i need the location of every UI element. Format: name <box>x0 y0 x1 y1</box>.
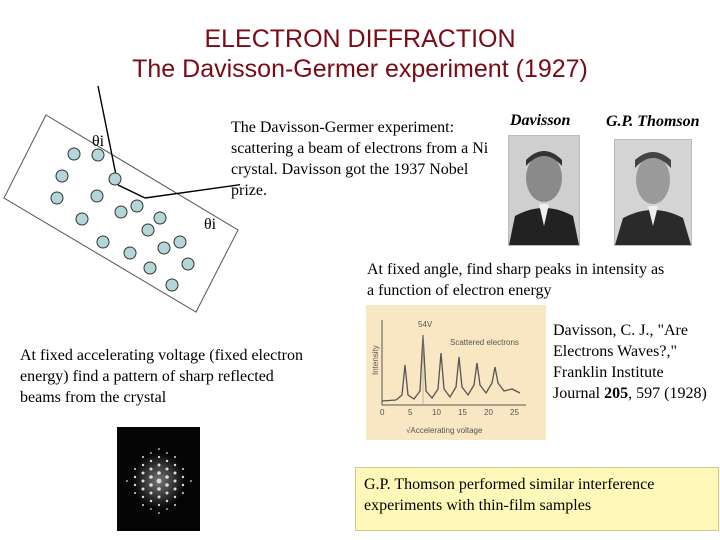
crystal-diagram <box>3 85 240 313</box>
graph-xlabel: √Accelerating voltage <box>406 426 483 435</box>
graph-annotation: 54V <box>418 320 433 329</box>
tick-label: 15 <box>458 408 467 417</box>
tick-label: 25 <box>510 408 519 417</box>
tick-label: 20 <box>484 408 493 417</box>
theta-reflected-label: θi <box>204 216 217 233</box>
intensity-graph: 54V Scattered electrons Intensity √Accel… <box>366 305 546 440</box>
davisson-photo <box>508 135 580 246</box>
reference-citation: Davisson, C. J., "Are Electrons Waves?,"… <box>553 320 713 404</box>
atom <box>165 278 179 292</box>
dg-description: The Davisson-Germer experiment: scatteri… <box>231 119 489 199</box>
tick-label: 5 <box>408 408 413 417</box>
reference-volume: 205 <box>604 385 629 402</box>
reference-authors: Davisson, C. J., <box>553 322 654 339</box>
atom <box>157 241 171 255</box>
title-line-1: ELECTRON DIFFRACTION <box>204 25 516 53</box>
atom <box>181 257 195 271</box>
theta-incident-label: θi <box>92 133 105 150</box>
diffraction-pattern-image <box>117 427 200 531</box>
tick-label: 10 <box>432 408 441 417</box>
tick-label: 0 <box>380 408 385 417</box>
graph-ylabel: Intensity <box>371 345 380 375</box>
atom <box>96 235 110 249</box>
graph-legend: Scattered electrons <box>450 338 519 347</box>
thomson-note-box: G.P. Thomson performed similar interfere… <box>355 467 719 531</box>
atom <box>108 172 122 186</box>
atom <box>91 148 105 162</box>
davisson-label: Davisson <box>510 112 571 129</box>
intensity-curve <box>381 334 521 402</box>
page-title: ELECTRON DIFFRACTION The Davisson-Germer… <box>0 24 720 84</box>
atom <box>123 246 137 260</box>
thomson-label: G.P. Thomson <box>606 113 700 130</box>
reference-pages: , 597 (1928) <box>628 385 707 402</box>
atom <box>50 191 64 205</box>
thomson-photo <box>614 139 692 246</box>
atom <box>153 211 167 225</box>
fixed-angle-text: At fixed angle, find sharp peaks in inte… <box>367 261 665 299</box>
thomson-note-text: G.P. Thomson performed similar interfere… <box>364 476 655 514</box>
atom <box>130 199 144 213</box>
atom <box>114 205 128 219</box>
atom <box>141 223 155 237</box>
atom <box>55 169 69 183</box>
title-line-2: The Davisson-Germer experiment (1927) <box>132 55 588 83</box>
fixed-voltage-text: At fixed accelerating voltage (fixed ele… <box>20 347 303 406</box>
atoms <box>50 147 195 292</box>
incident-beam <box>97 85 119 186</box>
atom <box>173 235 187 249</box>
diffraction-spots <box>126 448 192 514</box>
reflected-beam <box>144 184 240 199</box>
atom <box>75 212 89 226</box>
reference-title: "Are Electrons Waves?," Franklin Institu… <box>553 322 688 402</box>
atom <box>67 147 81 161</box>
atom <box>143 261 157 275</box>
atom <box>90 189 104 203</box>
